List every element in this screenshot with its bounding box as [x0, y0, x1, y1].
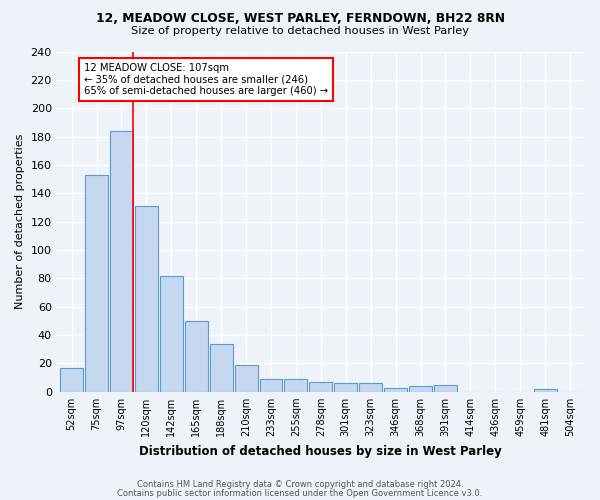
X-axis label: Distribution of detached houses by size in West Parley: Distribution of detached houses by size …: [139, 444, 502, 458]
Bar: [135, 206, 158, 392]
Bar: [60, 368, 83, 392]
Text: Contains HM Land Registry data © Crown copyright and database right 2024.: Contains HM Land Registry data © Crown c…: [137, 480, 463, 489]
Text: Contains public sector information licensed under the Open Government Licence v3: Contains public sector information licen…: [118, 489, 482, 498]
Bar: [334, 384, 357, 392]
Bar: [209, 344, 233, 392]
Bar: [85, 175, 108, 392]
Bar: [235, 365, 257, 392]
Bar: [284, 379, 307, 392]
Y-axis label: Number of detached properties: Number of detached properties: [15, 134, 25, 310]
Text: 12, MEADOW CLOSE, WEST PARLEY, FERNDOWN, BH22 8RN: 12, MEADOW CLOSE, WEST PARLEY, FERNDOWN,…: [95, 12, 505, 26]
Bar: [434, 384, 457, 392]
Bar: [160, 276, 183, 392]
Text: 12 MEADOW CLOSE: 107sqm
← 35% of detached houses are smaller (246)
65% of semi-d: 12 MEADOW CLOSE: 107sqm ← 35% of detache…: [84, 63, 328, 96]
Bar: [310, 382, 332, 392]
Bar: [185, 321, 208, 392]
Bar: [409, 386, 432, 392]
Bar: [359, 384, 382, 392]
Bar: [384, 388, 407, 392]
Bar: [110, 131, 133, 392]
Bar: [533, 389, 557, 392]
Bar: [260, 379, 283, 392]
Text: Size of property relative to detached houses in West Parley: Size of property relative to detached ho…: [131, 26, 469, 36]
